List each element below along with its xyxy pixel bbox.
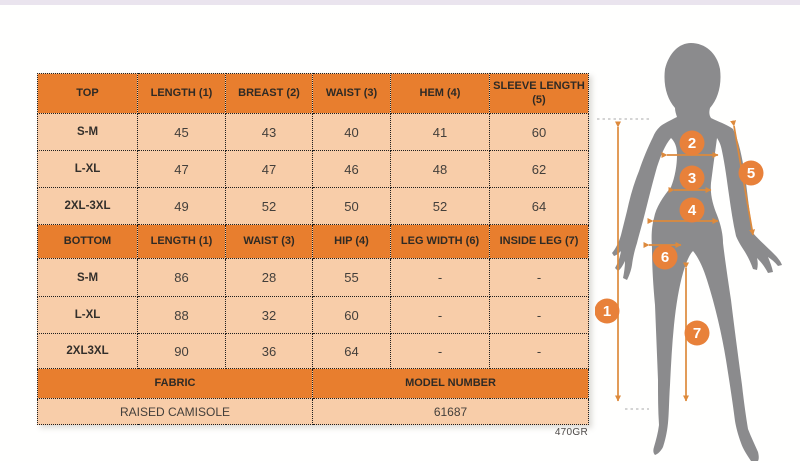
header-cell: BOTTOM [37,224,138,259]
size-label: S-M [37,258,138,297]
value-cell: - [390,296,490,334]
top-header-row: TOP LENGTH (1) BREAST (2) WAIST (3) HEM … [37,73,589,114]
value-cell: 62 [489,150,589,188]
measure-number: 1 [603,303,611,320]
value-cell: 64 [489,187,589,225]
value-cell: 55 [312,258,391,297]
value-cell: 60 [312,296,391,334]
measure-number: 2 [688,135,696,152]
value-cell: 40 [312,113,391,151]
fabric-value-cell: RAISED CAMISOLE [37,398,313,425]
value-cell: 47 [137,150,226,188]
measure-badge-6: 6 [652,244,678,270]
header-cell: LEG WIDTH (6) [390,224,490,259]
value-cell: 46 [312,150,391,188]
value-cell: 86 [137,258,226,297]
value-cell: 50 [312,187,391,225]
value-cell: 32 [225,296,313,334]
value-cell: 60 [489,113,589,151]
value-cell: 47 [225,150,313,188]
measure-badge-5: 5 [738,160,764,186]
measure-number: 6 [661,249,669,266]
measure-number: 5 [747,165,755,182]
table-row: S-M 86 28 55 - - [37,258,589,297]
measure-number: 4 [688,202,697,219]
model-number-header-cell: MODEL NUMBER [312,368,589,399]
table-row: 2XL-3XL 49 52 50 52 64 [37,187,589,225]
header-cell: INSIDE LEG (7) [489,224,589,259]
info-value-row: RAISED CAMISOLE 61687 [37,398,589,425]
value-cell: 45 [137,113,226,151]
measure-badge-4: 4 [679,197,705,223]
value-cell: 90 [137,333,226,369]
size-label: L-XL [37,150,138,188]
value-cell: - [489,333,589,369]
top-border-strip [0,0,800,5]
value-cell: - [489,258,589,297]
table-row: 2XL3XL 90 36 64 - - [37,333,589,369]
measure-number: 3 [688,170,696,187]
value-cell: 49 [137,187,226,225]
header-cell: WAIST (3) [312,73,391,114]
size-chart-table: TOP LENGTH (1) BREAST (2) WAIST (3) HEM … [37,73,589,425]
value-cell: 52 [390,187,490,225]
header-cell: LENGTH (1) [137,224,226,259]
table-row: L-XL 88 32 60 - - [37,296,589,334]
value-cell: - [489,296,589,334]
value-cell: 52 [225,187,313,225]
header-cell: HIP (4) [312,224,391,259]
fabric-header-cell: FABRIC [37,368,313,399]
size-label: S-M [37,113,138,151]
value-cell: 41 [390,113,490,151]
table-row: S-M 45 43 40 41 60 [37,113,589,151]
size-label: 2XL3XL [37,333,138,369]
size-label: L-XL [37,296,138,334]
measure-badge-1: 1 [595,298,620,324]
value-cell: 88 [137,296,226,334]
header-cell: BREAST (2) [225,73,313,114]
value-cell: - [390,258,490,297]
bottom-header-row: BOTTOM LENGTH (1) WAIST (3) HIP (4) LEG … [37,224,589,259]
value-cell: - [390,333,490,369]
value-cell: 28 [225,258,313,297]
header-cell: LENGTH (1) [137,73,226,114]
info-header-row: FABRIC MODEL NUMBER [37,368,589,399]
measure-badge-7: 7 [684,320,710,346]
header-cell: WAIST (3) [225,224,313,259]
header-cell: HEM (4) [390,73,490,114]
header-cell: SLEEVE LENGTH (5) [489,73,589,114]
style-code-note: 470GR [554,427,588,438]
measure-badge-2: 2 [679,130,705,156]
model-number-value-cell: 61687 [312,398,589,425]
measure-badge-3: 3 [679,165,705,191]
value-cell: 36 [225,333,313,369]
header-cell: TOP [37,73,138,114]
value-cell: 64 [312,333,391,369]
value-cell: 43 [225,113,313,151]
table-row: L-XL 47 47 46 48 62 [37,150,589,188]
value-cell: 48 [390,150,490,188]
size-label: 2XL-3XL [37,187,138,225]
measurement-figure: 1 2 3 4 5 6 7 [595,43,782,461]
female-silhouette [612,43,782,461]
measure-number: 7 [693,325,701,342]
